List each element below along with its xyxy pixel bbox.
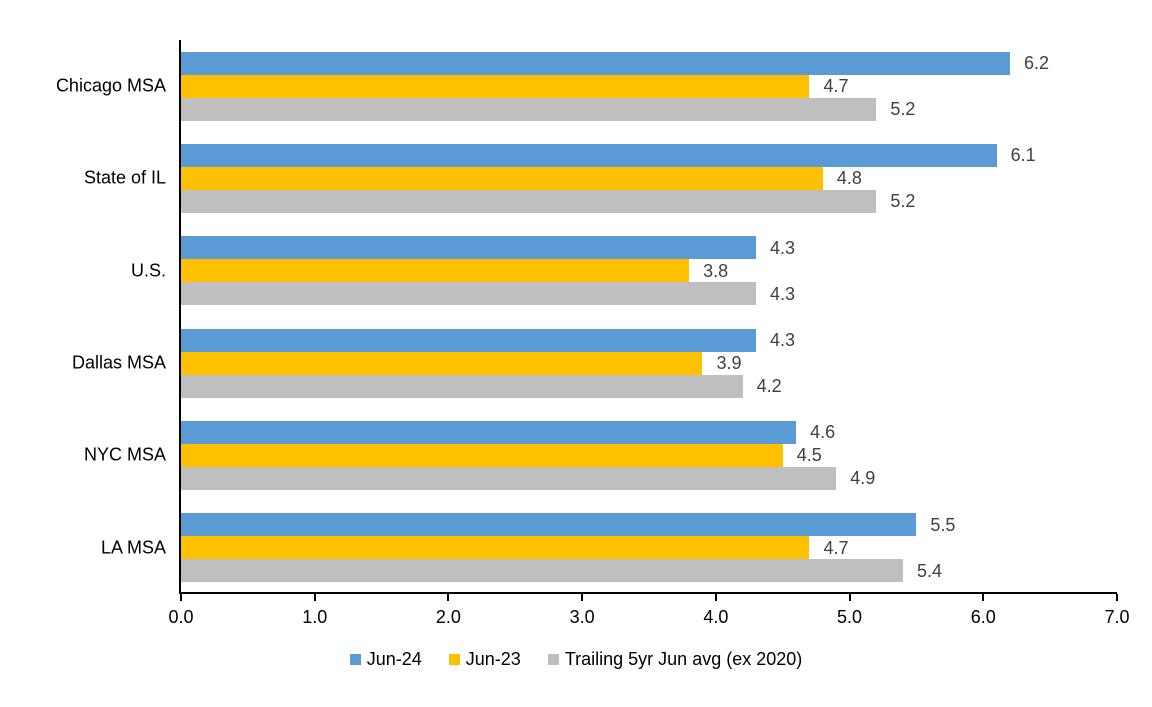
x-tick-mark [180, 594, 182, 601]
bar-jun-23 [181, 74, 810, 98]
x-tick-label: 5.0 [837, 607, 863, 627]
bar-jun-23 [181, 166, 823, 190]
data-label: 4.3 [769, 330, 795, 351]
bar-jun-23 [181, 351, 703, 375]
bar-jun-24 [181, 236, 756, 260]
legend-swatch-icon [547, 654, 559, 665]
bar-row: 5.4 [181, 559, 1117, 583]
category-label: State of IL [83, 167, 166, 188]
data-label: 4.6 [810, 422, 836, 443]
data-label: 6.1 [1010, 145, 1036, 166]
x-tick-mark [313, 594, 316, 601]
bar-group-state-of-il: State of IL 6.1 4.8 5.2 [84, 132, 1117, 224]
bar-row: 4.5 [181, 443, 1117, 467]
bar-group-chicago-msa: Chicago MSA 6.2 4.7 5.2 [56, 40, 1117, 132]
legend-label: Jun-24 [366, 649, 422, 669]
data-label: 3.8 [703, 260, 729, 281]
category-label: LA MSA [100, 537, 166, 558]
bar-jun-23 [181, 259, 690, 283]
bar-group-nyc-msa: NYC MSA 4.6 4.5 4.9 [84, 409, 1117, 501]
bar-jun-24 [181, 143, 997, 167]
plot-area: Chicago MSA 6.2 4.7 5.2 State of IL 6.1 4.8 5.2… [56, 40, 1117, 594]
x-tick-label: 6.0 [970, 607, 996, 627]
data-label: 5.5 [930, 514, 956, 535]
bar-row: 5.5 [181, 513, 1117, 537]
bar-trailing-5yr-jun-avg-ex-2020 [181, 559, 904, 583]
bar-row: 4.7 [181, 74, 1117, 98]
data-label: 4.7 [823, 76, 849, 97]
x-tick-mark [848, 594, 851, 601]
bar-row: 4.6 [181, 420, 1117, 444]
bar-trailing-5yr-jun-avg-ex-2020 [181, 97, 877, 121]
x-tick-label: 7.0 [1104, 607, 1130, 627]
data-label: 4.5 [796, 445, 822, 466]
x-tick-label: 3.0 [569, 607, 595, 627]
bar-jun-23 [181, 536, 810, 560]
x-tick-label: 0.0 [168, 607, 194, 627]
data-label: 5.4 [917, 560, 943, 581]
category-label: Chicago MSA [55, 75, 166, 96]
x-tick-mark [982, 594, 985, 601]
bar-trailing-5yr-jun-avg-ex-2020 [181, 466, 837, 490]
legend-item-jun-24: Jun-24 [349, 649, 422, 670]
data-label: 4.3 [769, 283, 795, 304]
x-axis: 0.0 1.0 2.0 3.0 4.0 5.0 6.0 7.0 [168, 594, 1130, 634]
x-tick-mark [714, 594, 717, 601]
bar-group-dallas-msa: Dallas MSA 4.3 3.9 4.2 [72, 317, 1117, 409]
legend-item-trailing-5yr-jun-avg-ex-2020: Trailing 5yr Jun avg (ex 2020) [547, 649, 803, 670]
bar-row: 4.3 [181, 328, 1117, 352]
legend-swatch-icon [448, 654, 460, 665]
bar-row: 4.9 [181, 466, 1117, 490]
category-label: Dallas MSA [71, 352, 166, 373]
bar-row: 6.1 [181, 143, 1117, 167]
bar-row: 4.2 [181, 374, 1117, 398]
data-label: 6.2 [1024, 53, 1050, 74]
x-tick-mark [581, 594, 584, 601]
bar-trailing-5yr-jun-avg-ex-2020 [181, 282, 756, 306]
bar-row: 3.9 [181, 351, 1117, 375]
data-label: 3.9 [716, 353, 742, 374]
category-label: NYC MSA [83, 444, 166, 465]
x-tick-mark [1116, 594, 1118, 601]
legend-label: Jun-23 [465, 649, 521, 669]
bar-group-u-s: U.S. 4.3 3.8 4.3 [131, 225, 1117, 317]
x-tick-label: 2.0 [435, 607, 461, 627]
data-label: 4.3 [769, 237, 795, 258]
bar-jun-23 [181, 443, 783, 467]
chart-legend: Jun-24 Jun-23 Trailing 5yr Jun avg (ex 202… [0, 649, 1152, 670]
bar-row: 4.8 [181, 166, 1117, 190]
bar-trailing-5yr-jun-avg-ex-2020 [181, 189, 877, 213]
bar-row: 5.2 [181, 189, 1117, 213]
bar-row: 4.3 [181, 236, 1117, 260]
bar-row: 3.8 [181, 259, 1117, 283]
bar-group-la-msa: LA MSA 5.5 4.7 5.4 [101, 502, 1117, 594]
legend-swatch-icon [349, 654, 361, 665]
x-tick-label: 4.0 [703, 607, 729, 627]
bar-row: 5.2 [181, 97, 1117, 121]
x-tick-label: 1.0 [302, 607, 328, 627]
bar-jun-24 [181, 51, 1011, 75]
category-label: U.S. [130, 260, 166, 281]
bar-jun-24 [181, 328, 756, 352]
bar-jun-24 [181, 420, 797, 444]
bar-row: 6.2 [181, 51, 1117, 75]
data-label: 4.9 [850, 468, 876, 489]
data-label: 4.2 [756, 376, 782, 397]
data-label: 4.7 [823, 537, 849, 558]
bar-row: 4.3 [181, 282, 1117, 306]
bar-row: 4.7 [181, 536, 1117, 560]
data-label: 4.8 [836, 168, 862, 189]
bar-trailing-5yr-jun-avg-ex-2020 [181, 374, 743, 398]
x-tick-mark [447, 594, 450, 601]
legend-item-jun-23: Jun-23 [448, 649, 521, 670]
data-label: 5.2 [890, 191, 916, 212]
bar-jun-24 [181, 513, 917, 537]
legend-label: Trailing 5yr Jun avg (ex 2020) [564, 649, 803, 669]
data-label: 5.2 [890, 99, 916, 120]
